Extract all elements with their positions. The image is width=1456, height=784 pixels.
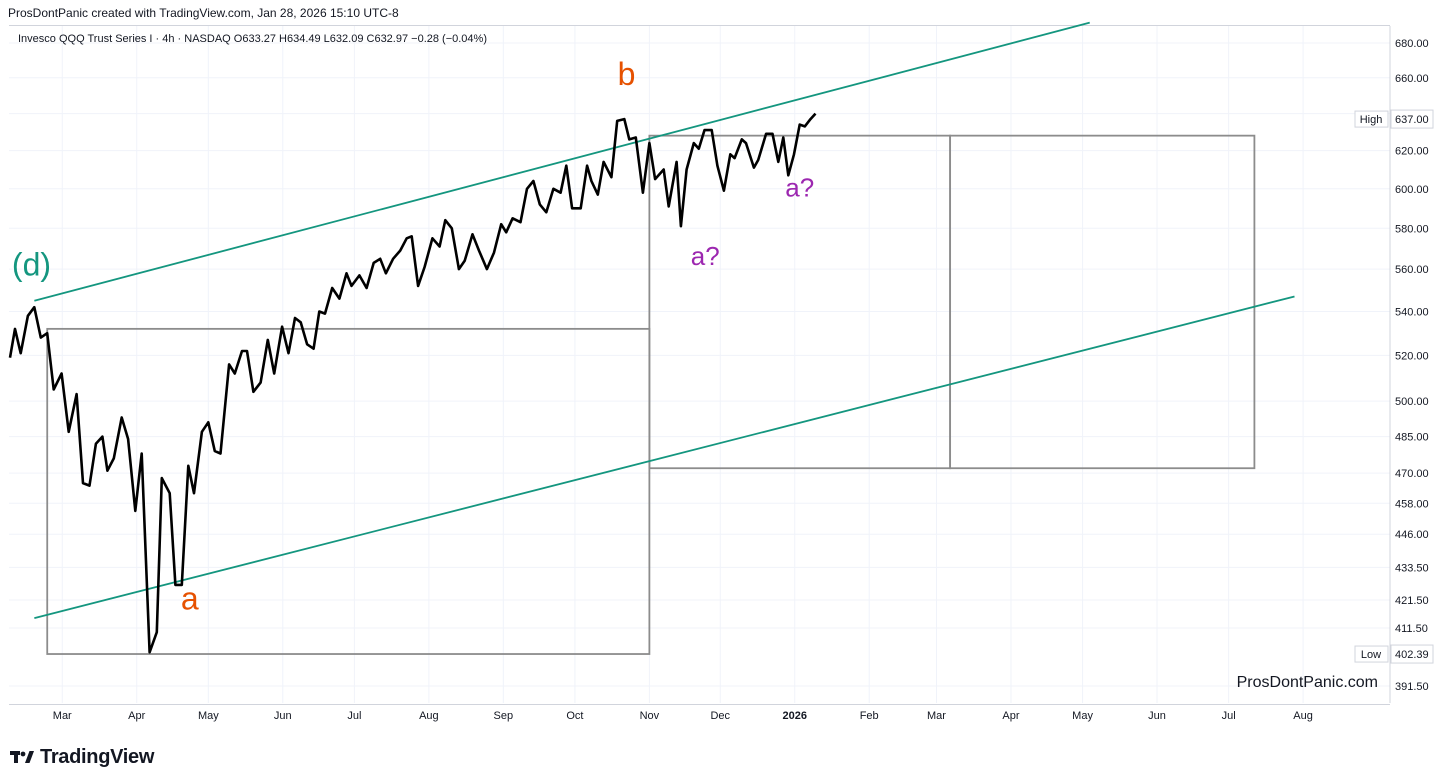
wave-label-orange: a <box>181 581 199 617</box>
price-tick-label: 421.50 <box>1395 595 1429 607</box>
wave-label-purple: a? <box>785 173 814 203</box>
price-label-value: 402.39 <box>1395 649 1429 661</box>
price-label-value: 637.00 <box>1395 114 1429 126</box>
time-tick-label: Feb <box>860 710 879 722</box>
time-tick-label: 2026 <box>782 710 806 722</box>
wave-label-purple: a? <box>691 241 720 271</box>
footer-brand: TradingView <box>10 743 154 771</box>
wave-label-orange: b <box>618 56 636 92</box>
price-label-tag: Low <box>1361 649 1381 661</box>
upper-channel-line <box>34 21 1090 302</box>
price-label-tag-box <box>1354 110 1389 128</box>
price-tick-label: 660.00 <box>1395 73 1429 85</box>
tradingview-brand-text: TradingView <box>40 745 155 768</box>
watermark-text: ProsDontPanic.com <box>1237 674 1378 691</box>
time-tick-label: Jun <box>274 710 292 722</box>
symbol-legend: Invesco QQQ Trust Series I · 4h · NASDAQ… <box>18 33 487 45</box>
wave-labels: (d) a b a? a? ProsDontPanic.com <box>12 56 1378 691</box>
price-tick-label: 433.50 <box>1395 562 1429 574</box>
wave-boxes <box>46 134 1256 655</box>
price-label-value-box <box>1390 644 1434 664</box>
chart-frame <box>9 25 1390 705</box>
time-tick-label: Jul <box>347 710 361 722</box>
price-tick-label: 600.00 <box>1395 184 1429 196</box>
time-tick-label: Aug <box>419 710 439 722</box>
price-tick-label: 560.00 <box>1395 264 1429 276</box>
tradingview-logo-icon <box>10 751 34 763</box>
price-tick-label: 446.00 <box>1395 529 1429 541</box>
time-tick-label: Apr <box>128 710 145 722</box>
attribution-text: ProsDontPanic created with TradingView.c… <box>8 6 399 20</box>
price-tick-label: 458.00 <box>1395 498 1429 510</box>
lower-channel-line <box>34 295 1295 619</box>
time-tick-label: Dec <box>710 710 730 722</box>
time-tick-label: Mar <box>927 710 946 722</box>
price-tick-label: 520.00 <box>1395 350 1429 362</box>
price-tick-label: 391.50 <box>1395 681 1429 693</box>
time-tick-label: Mar <box>53 710 72 722</box>
time-tick-label: May <box>1072 710 1093 722</box>
wave-a-box <box>46 327 651 655</box>
time-tick-label: Aug <box>1293 710 1313 722</box>
price-tick-label: 470.00 <box>1395 468 1429 480</box>
price-label-value-box <box>1390 109 1434 129</box>
price-tick-label: 540.00 <box>1395 306 1429 318</box>
price-tick-label: 580.00 <box>1395 223 1429 235</box>
price-tick-label: 411.50 <box>1395 623 1428 635</box>
projection-box <box>949 134 1256 470</box>
price-tick-label: 500.00 <box>1395 396 1429 408</box>
time-tick-label: May <box>198 710 219 722</box>
time-tick-label: Apr <box>1002 710 1019 722</box>
time-tick-label: Oct <box>566 710 583 722</box>
price-line <box>8 112 817 654</box>
time-tick-label: Jul <box>1222 710 1236 722</box>
time-tick-label: Sep <box>494 710 514 722</box>
price-label-tag-box <box>1354 645 1389 663</box>
price-label-tag: High <box>1360 114 1383 126</box>
time-tick-label: Jun <box>1148 710 1166 722</box>
time-tick-label: Nov <box>640 710 660 722</box>
chart-grid <box>9 26 1390 703</box>
wave-label-teal: (d) <box>12 246 51 282</box>
price-tick-label: 680.00 <box>1395 38 1429 50</box>
price-axis: 680.00660.00640.00620.00600.00580.00560.… <box>1354 26 1434 703</box>
channel-lines <box>34 21 1295 619</box>
price-series <box>8 112 817 654</box>
time-axis: Mar Apr May Jun Jul Aug Sep Oct Nov Dec 2026 Feb Mar… <box>53 710 1313 722</box>
price-tick-label: 485.00 <box>1395 432 1429 444</box>
price-tick-label: 620.00 <box>1395 146 1429 158</box>
